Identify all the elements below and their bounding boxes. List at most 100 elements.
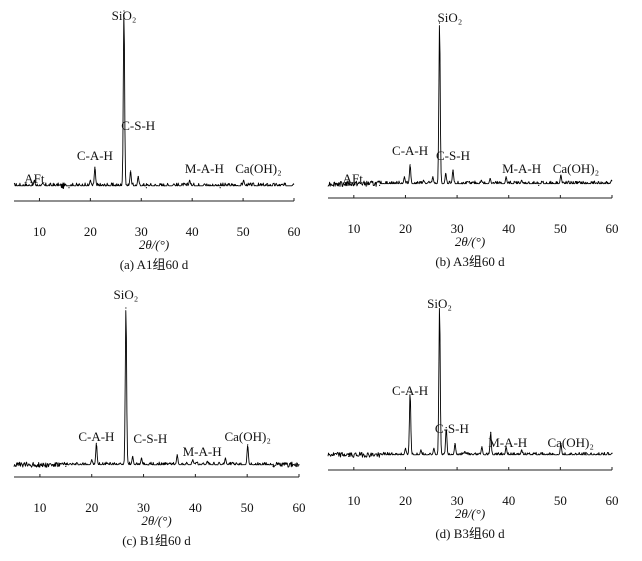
phase-label: SiO₂ <box>112 8 137 23</box>
peak-point <box>206 460 208 462</box>
panel-caption: (d) B3组60 d <box>435 526 505 541</box>
peak-point <box>389 454 391 456</box>
peak-point <box>454 443 456 445</box>
x-axis-title: 2θ/(°) <box>139 237 169 252</box>
phase-label: C-S-H <box>436 148 470 163</box>
peak-point <box>298 464 300 466</box>
xrd-trace <box>13 310 300 468</box>
peak-point <box>420 449 422 451</box>
phase-label: Ca(OH)₂ <box>235 161 281 176</box>
peak-point <box>95 442 97 444</box>
x-tick-label: 10 <box>33 500 46 515</box>
phase-label: M-A-H <box>488 435 527 450</box>
peak-point <box>464 451 466 453</box>
peak-point <box>409 391 411 393</box>
phase-label: C-A-H <box>392 383 428 398</box>
peak-point <box>433 447 435 449</box>
peak-point <box>192 459 194 461</box>
x-tick-label: 50 <box>241 500 254 515</box>
peak-point <box>247 444 249 446</box>
peak-point <box>610 179 613 181</box>
peak-point <box>65 465 67 467</box>
peak-point <box>432 176 434 178</box>
peak-point <box>203 183 205 185</box>
peak-point <box>140 457 143 459</box>
phase-label: SiO₂ <box>114 287 139 302</box>
peak-point <box>438 305 441 307</box>
peak-point <box>348 183 350 185</box>
x-tick-label: 30 <box>451 221 464 236</box>
peak-point <box>480 179 482 181</box>
peak-point <box>521 179 523 181</box>
peak-point <box>409 164 411 166</box>
peak-point <box>348 455 350 457</box>
peak-point <box>243 179 245 181</box>
phase-label: Ca(OH)₂ <box>547 435 593 450</box>
phase-label: C-S-H <box>435 421 469 436</box>
xrd-trace <box>327 307 613 458</box>
phase-label: C-S-H <box>133 431 167 446</box>
phase-label: C-A-H <box>77 148 113 163</box>
x-tick-label: 50 <box>554 221 567 236</box>
peak-point <box>533 452 536 454</box>
peak-point <box>89 179 91 181</box>
peak-point <box>481 446 483 448</box>
phase-label: M-A-H <box>502 161 541 176</box>
peak-point <box>445 172 447 175</box>
x-tick-label: 50 <box>237 224 250 239</box>
xrd-trace <box>327 25 613 187</box>
x-tick-label: 40 <box>186 224 199 239</box>
x-tick-label: 20 <box>85 500 98 515</box>
x-axis-title: 2θ/(°) <box>141 513 171 528</box>
phase-label: Ca(OH)₂ <box>553 161 599 176</box>
panel-caption: (b) A3组60 d <box>435 254 505 269</box>
xrd-trace <box>13 13 295 190</box>
x-tick-label: 10 <box>347 493 360 508</box>
peak-point <box>521 449 523 451</box>
peak-point <box>137 175 139 178</box>
peak-point <box>452 169 454 171</box>
phase-label: Ca(OH)₂ <box>224 429 270 444</box>
peak-point <box>173 183 175 185</box>
phase-label: AFt <box>24 171 45 186</box>
x-tick-label: 20 <box>84 224 97 239</box>
phase-label: C-S-H <box>121 118 155 133</box>
x-tick-label: 40 <box>189 500 202 515</box>
peak-point <box>145 187 147 189</box>
peak-point <box>132 455 134 458</box>
phase-label: AFt <box>343 171 364 186</box>
peak-point <box>125 307 127 309</box>
peak-point <box>119 462 121 464</box>
peak-point <box>34 464 36 466</box>
peak-point <box>584 183 586 185</box>
peak-point <box>611 452 613 454</box>
x-tick-label: 60 <box>606 221 619 236</box>
peak-point <box>403 176 405 178</box>
peak-point <box>105 185 107 187</box>
phase-label: M-A-H <box>183 444 222 459</box>
peak-point <box>272 465 274 467</box>
peak-point <box>130 170 132 172</box>
panel-d: 10 20 30 40 50 60 SiO₂ C-A-H C-S-H M-A-H Ca(OH)₂ 2θ… <box>327 296 619 541</box>
x-tick-label: 10 <box>33 224 46 239</box>
peak-point <box>266 185 269 187</box>
panel-b: 10 20 30 40 50 60 SiO₂ AFt C-A-H C-S-H M-A-H Ca(OH)… <box>327 10 619 269</box>
peak-point <box>189 179 191 181</box>
peak-point <box>489 178 491 180</box>
peak-point <box>224 457 226 459</box>
x-tick-label: 40 <box>502 493 515 508</box>
peak-point <box>538 184 540 186</box>
x-tick-label: 10 <box>347 221 360 236</box>
peak-point <box>106 462 108 464</box>
x-axis-title: 2θ/(°) <box>455 234 485 249</box>
peak-point <box>461 183 463 185</box>
peak-point <box>505 446 507 448</box>
x-tick-label: 30 <box>451 493 464 508</box>
phase-label: SiO₂ <box>427 296 452 311</box>
x-tick-label: 40 <box>502 221 515 236</box>
peak-point <box>163 185 165 187</box>
peak-point <box>422 179 425 181</box>
x-tick-label: 20 <box>399 221 412 236</box>
